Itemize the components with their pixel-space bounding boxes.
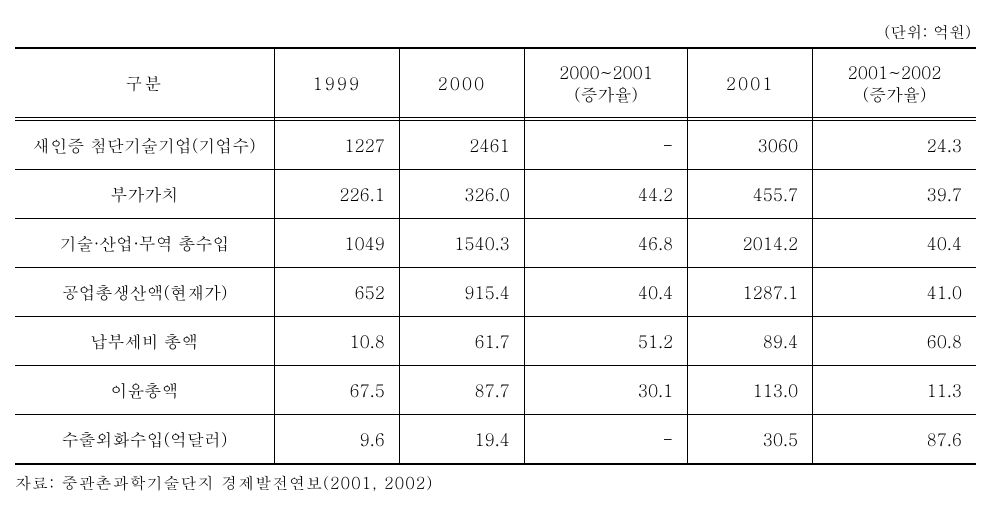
cell-value: 89.4	[688, 317, 813, 366]
col-header-1999: 1999	[274, 48, 399, 118]
cell-value: 87.6	[813, 415, 976, 465]
table-row: 수출외화수입(억달러)9.619.4-30.587.6	[15, 415, 976, 465]
cell-value: 1287.1	[688, 268, 813, 317]
cell-value: 915.4	[399, 268, 524, 317]
row-label: 공업총생산액(현재가)	[15, 268, 274, 317]
cell-value: 46.8	[524, 219, 687, 268]
cell-value: 2014.2	[688, 219, 813, 268]
cell-value: 40.4	[813, 219, 976, 268]
cell-value: 40.4	[524, 268, 687, 317]
cell-value: 3060	[688, 121, 813, 170]
cell-value: 326.0	[399, 170, 524, 219]
row-label: 부가가치	[15, 170, 274, 219]
col-header-category: 구분	[15, 48, 274, 118]
cell-value: 10.8	[274, 317, 399, 366]
cell-value: 19.4	[399, 415, 524, 465]
table-body: 새인증 첨단기술기업(기업수)12272461-306024.3부가가치226.…	[15, 121, 976, 465]
cell-value: 61.7	[399, 317, 524, 366]
cell-value: 1540.3	[399, 219, 524, 268]
cell-value: 30.5	[688, 415, 813, 465]
row-label: 수출외화수입(억달러)	[15, 415, 274, 465]
cell-value: 226.1	[274, 170, 399, 219]
cell-value: 24.3	[813, 121, 976, 170]
cell-value: 652	[274, 268, 399, 317]
col-header-growth-2001-2002: 2001~2002(증가율)	[813, 48, 976, 118]
cell-value: 41.0	[813, 268, 976, 317]
row-label: 새인증 첨단기술기업(기업수)	[15, 121, 274, 170]
cell-value: 9.6	[274, 415, 399, 465]
cell-value: 1227	[274, 121, 399, 170]
table-row: 기술·산업·무역 총수입10491540.346.82014.240.4	[15, 219, 976, 268]
cell-value: 87.7	[399, 366, 524, 415]
cell-value: 1049	[274, 219, 399, 268]
col-header-2000: 2000	[399, 48, 524, 118]
data-table: 구분 1999 2000 2000~2001(증가율) 2001 2001~20…	[15, 47, 976, 465]
col-header-growth-2000-2001: 2000~2001(증가율)	[524, 48, 687, 118]
table-row: 이윤총액67.587.730.1113.011.3	[15, 366, 976, 415]
row-label: 기술·산업·무역 총수입	[15, 219, 274, 268]
cell-value: 39.7	[813, 170, 976, 219]
unit-label: (단위: 억원)	[15, 20, 976, 43]
table-row: 부가가치226.1326.044.2455.739.7	[15, 170, 976, 219]
cell-value: 51.2	[524, 317, 687, 366]
cell-value: -	[524, 415, 687, 465]
cell-value: -	[524, 121, 687, 170]
row-label: 납부세비 총액	[15, 317, 274, 366]
cell-value: 455.7	[688, 170, 813, 219]
col-header-2001: 2001	[688, 48, 813, 118]
cell-value: 60.8	[813, 317, 976, 366]
cell-value: 113.0	[688, 366, 813, 415]
table-row: 새인증 첨단기술기업(기업수)12272461-306024.3	[15, 121, 976, 170]
row-label: 이윤총액	[15, 366, 274, 415]
cell-value: 67.5	[274, 366, 399, 415]
table-row: 납부세비 총액10.861.751.289.460.8	[15, 317, 976, 366]
cell-value: 11.3	[813, 366, 976, 415]
table-row: 공업총생산액(현재가)652915.440.41287.141.0	[15, 268, 976, 317]
cell-value: 30.1	[524, 366, 687, 415]
cell-value: 44.2	[524, 170, 687, 219]
cell-value: 2461	[399, 121, 524, 170]
source-citation: 자료: 중관촌과학기술단지 경제발전연보(2001, 2002)	[15, 471, 976, 494]
